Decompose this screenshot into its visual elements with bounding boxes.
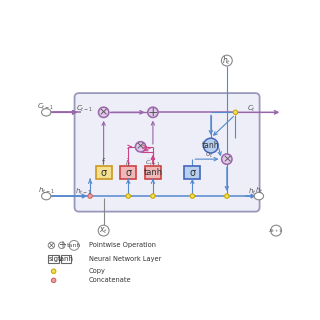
Text: σ: σ: [100, 168, 107, 178]
Text: $x_{t+1}$: $x_{t+1}$: [268, 227, 284, 235]
Text: tanh: tanh: [143, 168, 163, 177]
Circle shape: [135, 142, 146, 152]
Text: $o_t$: $o_t$: [205, 151, 214, 160]
Circle shape: [99, 107, 109, 117]
Circle shape: [52, 278, 56, 283]
Circle shape: [225, 194, 229, 198]
Text: Concatenate: Concatenate: [89, 277, 132, 284]
Text: $C_t$: $C_t$: [247, 104, 256, 114]
Circle shape: [48, 242, 55, 249]
Text: $h_{t-1}$: $h_{t-1}$: [76, 187, 92, 197]
Circle shape: [52, 269, 56, 274]
Text: $\tilde{C}_{t-1}$: $\tilde{C}_{t-1}$: [145, 158, 161, 168]
FancyBboxPatch shape: [145, 166, 161, 179]
Text: tanh: tanh: [202, 141, 220, 150]
Circle shape: [69, 240, 79, 250]
Circle shape: [148, 107, 158, 117]
Text: $h_t$: $h_t$: [222, 54, 231, 67]
Text: σ: σ: [189, 168, 196, 178]
Text: $h_t$: $h_t$: [255, 186, 263, 196]
Text: tanh: tanh: [67, 243, 81, 248]
Text: $h_{t-1}$: $h_{t-1}$: [38, 186, 55, 196]
Text: Neural Network Layer: Neural Network Layer: [89, 256, 161, 262]
Text: $x_t$: $x_t$: [99, 225, 108, 236]
Ellipse shape: [42, 108, 51, 116]
Text: $C_{t-1}$: $C_{t-1}$: [37, 102, 55, 112]
Text: σ: σ: [125, 168, 131, 178]
FancyBboxPatch shape: [60, 255, 71, 263]
Text: Pointwise Operation: Pointwise Operation: [89, 242, 156, 248]
FancyBboxPatch shape: [75, 93, 260, 212]
Text: Copy: Copy: [89, 268, 106, 274]
Circle shape: [233, 110, 238, 115]
Circle shape: [151, 194, 155, 198]
Text: ×: ×: [222, 154, 231, 164]
Ellipse shape: [42, 192, 51, 200]
FancyBboxPatch shape: [48, 255, 59, 263]
Circle shape: [126, 194, 131, 198]
Text: tanh: tanh: [58, 256, 74, 262]
Text: $i_t$: $i_t$: [125, 156, 132, 169]
Circle shape: [190, 194, 195, 198]
Text: ×: ×: [48, 241, 55, 250]
Circle shape: [222, 154, 232, 164]
Circle shape: [204, 138, 218, 153]
FancyBboxPatch shape: [184, 166, 200, 179]
Text: +: +: [148, 106, 158, 119]
Circle shape: [88, 194, 92, 198]
FancyBboxPatch shape: [120, 166, 136, 179]
Text: f: f: [102, 158, 105, 167]
Text: $h_t$: $h_t$: [248, 187, 257, 197]
Text: +: +: [58, 240, 66, 250]
Circle shape: [59, 242, 65, 249]
Text: $C_{t-1}$: $C_{t-1}$: [76, 104, 93, 114]
Text: sig: sig: [49, 256, 59, 262]
Circle shape: [271, 225, 282, 236]
Circle shape: [221, 55, 232, 66]
Ellipse shape: [254, 192, 264, 200]
Circle shape: [98, 225, 109, 236]
Text: ×: ×: [136, 142, 145, 152]
Text: ×: ×: [99, 107, 108, 117]
FancyBboxPatch shape: [96, 166, 111, 179]
